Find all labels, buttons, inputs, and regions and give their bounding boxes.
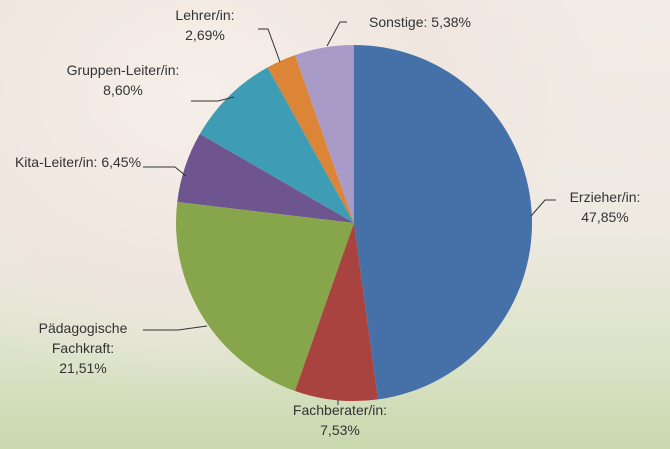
label-value: 8,60% (103, 82, 143, 98)
label-value: 47,85% (581, 209, 628, 225)
label-category: Kita-Leiter/in: (15, 154, 97, 170)
data-label: Lehrer/in: 2,69% (165, 5, 245, 45)
label-category: Pädagogische Fachkraft: (39, 320, 128, 356)
label-category: Sonstige: (369, 14, 427, 30)
label-category: Gruppen-Leiter/in: (67, 62, 180, 78)
label-category: Fachberater/in: (293, 402, 387, 418)
label-value: 5,38% (431, 14, 471, 30)
label-value: 7,53% (320, 422, 360, 438)
chart: Erzieher/in: 47,85% Fachberater/in: 7,53%… (0, 0, 670, 449)
label-category: Erzieher/in: (570, 189, 641, 205)
label-value: 2,69% (185, 27, 225, 43)
label-value: 21,51% (59, 360, 106, 376)
data-label: Sonstige: 5,38% (335, 12, 505, 32)
data-label: Fachberater/in: 7,53% (275, 400, 405, 440)
leader-line (143, 167, 186, 176)
label-category: Lehrer/in: (175, 7, 234, 23)
pie-slice (354, 45, 532, 399)
leader-line (531, 200, 556, 216)
data-label: Erzieher/in: 47,85% (559, 187, 651, 227)
data-label: Gruppen-Leiter/in: 8,60% (63, 60, 183, 100)
leader-line (143, 326, 207, 330)
leader-line (258, 29, 280, 62)
label-value: 6,45% (101, 154, 141, 170)
data-label: Pädagogische Fachkraft: 21,51% (31, 318, 136, 378)
data-label: Kita-Leiter/in: 6,45% (8, 152, 148, 172)
